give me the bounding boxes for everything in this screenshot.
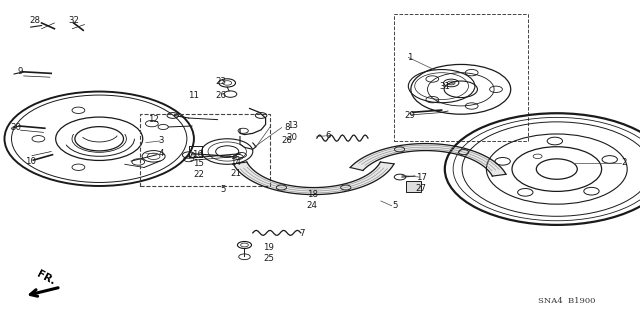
FancyBboxPatch shape <box>406 181 421 192</box>
Text: 5: 5 <box>393 201 398 210</box>
Text: 18: 18 <box>307 190 318 199</box>
Text: 14: 14 <box>230 158 241 167</box>
Text: 8: 8 <box>284 123 289 132</box>
Text: 15: 15 <box>193 159 204 168</box>
Text: 17: 17 <box>415 173 427 182</box>
Text: 13: 13 <box>287 121 298 130</box>
Polygon shape <box>350 144 506 176</box>
Text: 23: 23 <box>215 77 227 86</box>
Text: 25: 25 <box>263 254 275 263</box>
Text: 12: 12 <box>148 115 159 124</box>
Text: 20: 20 <box>281 136 292 145</box>
Text: 28: 28 <box>29 16 41 25</box>
Text: 5: 5 <box>220 185 225 194</box>
Text: 19: 19 <box>264 243 274 252</box>
Text: 9: 9 <box>18 67 23 76</box>
Text: 3: 3 <box>159 136 164 145</box>
Text: 22: 22 <box>193 170 204 179</box>
Text: 26: 26 <box>215 91 227 100</box>
Text: 1: 1 <box>407 53 412 62</box>
Text: 4: 4 <box>159 149 164 158</box>
Text: 16: 16 <box>191 150 203 159</box>
Text: 20: 20 <box>287 133 298 142</box>
Text: 31: 31 <box>439 82 451 91</box>
Text: 6: 6 <box>326 131 331 140</box>
Text: 2: 2 <box>621 158 627 167</box>
Text: 11: 11 <box>188 91 199 100</box>
Text: 10: 10 <box>25 157 36 166</box>
Text: 27: 27 <box>415 184 427 193</box>
Text: 24: 24 <box>307 201 318 210</box>
Text: 29: 29 <box>404 111 415 120</box>
Text: 32: 32 <box>68 16 79 25</box>
Text: 21: 21 <box>230 169 241 178</box>
Polygon shape <box>233 162 394 195</box>
Text: FR.: FR. <box>35 269 57 287</box>
Text: 30: 30 <box>10 123 22 132</box>
Text: 7: 7 <box>300 229 305 238</box>
Text: SNA4  B1900: SNA4 B1900 <box>538 297 595 306</box>
